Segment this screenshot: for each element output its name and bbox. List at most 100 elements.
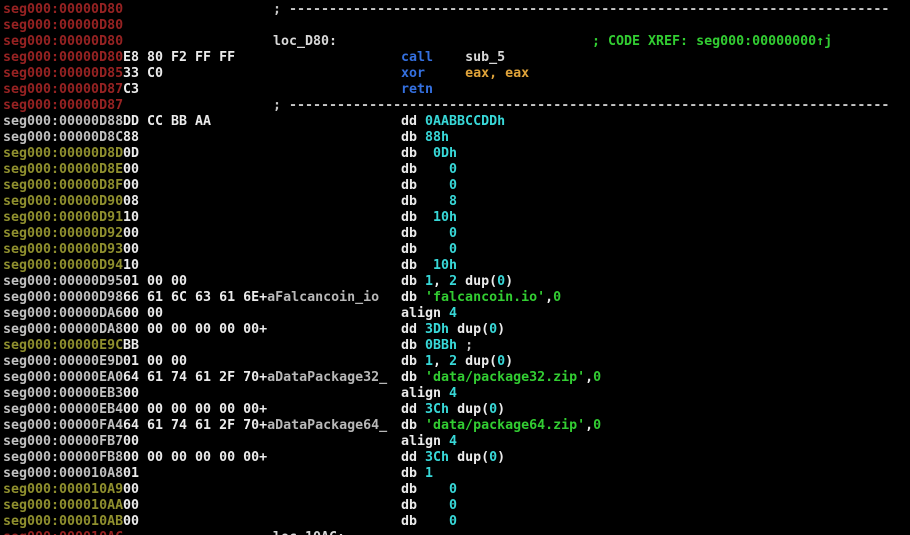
listing-row[interactable]: seg000:00000D8E 00 db 0 (0, 162, 910, 178)
address[interactable]: seg000:00000EA0 (3, 370, 123, 386)
address[interactable]: seg000:00000D85 (3, 66, 123, 82)
disassembly-text[interactable]: db 0 (401, 178, 457, 194)
address[interactable]: seg000:00000E9C (3, 338, 123, 354)
address[interactable]: seg000:00000D92 (3, 226, 123, 242)
address[interactable]: seg000:00000D80 (3, 18, 123, 34)
address[interactable]: seg000:00000D8F (3, 178, 123, 194)
listing-row[interactable]: seg000:00000EB3 00 align 4 (0, 386, 910, 402)
listing-row[interactable]: seg000:00000FA4 64 61 74 61 2F 70+aDataPa… (0, 418, 910, 434)
disassembly-text[interactable]: db 1, 2 dup(0) (401, 274, 513, 290)
listing-row[interactable]: seg000:00000E9D 01 00 00 db 1, 2 dup(0) (0, 354, 910, 370)
address[interactable]: seg000:00000D87 (3, 82, 123, 98)
address[interactable]: seg000:00000EB3 (3, 386, 123, 402)
listing-row[interactable]: seg000:000010AA 00 db 0 (0, 498, 910, 514)
address[interactable]: seg000:000010A8 (3, 466, 123, 482)
listing-row[interactable]: seg000:00000D92 00 db 0 (0, 226, 910, 242)
disassembly-text[interactable]: align 4 (401, 434, 457, 450)
listing-row[interactable]: seg000:00000D8C 88 db 88h (0, 130, 910, 146)
disassembly-text[interactable]: xor eax, eax (401, 66, 529, 82)
address[interactable]: seg000:00000D98 (3, 290, 123, 306)
disassembly-text[interactable]: db 0BBh ; (401, 338, 473, 354)
label[interactable]: ; --------------------------------------… (273, 2, 889, 18)
listing-row[interactable]: seg000:00000D87 C3 retn (0, 82, 910, 98)
address[interactable]: seg000:00000D91 (3, 210, 123, 226)
disassembly-text[interactable]: db 'data/package32.zip',0 (401, 370, 601, 386)
disassembly-text[interactable]: db 0 (401, 482, 457, 498)
address[interactable]: seg000:00000FA4 (3, 418, 123, 434)
disassembly-text[interactable]: align 4 (401, 386, 457, 402)
address[interactable]: seg000:00000D90 (3, 194, 123, 210)
disassembly-text[interactable]: dd 3Dh dup(0) (401, 322, 505, 338)
address[interactable]: seg000:00000EB4 (3, 402, 123, 418)
label[interactable]: ; --------------------------------------… (273, 98, 889, 114)
address[interactable]: seg000:00000D88 (3, 114, 123, 130)
listing-row[interactable]: seg000:00000D98 66 61 6C 63 61 6E+aFalcan… (0, 290, 910, 306)
listing-row[interactable]: seg000:00000FB7 00 align 4 (0, 434, 910, 450)
disassembly-text[interactable]: db 1 (401, 466, 433, 482)
disassembly-text[interactable]: db 0Dh (401, 146, 457, 162)
disassembly-text[interactable]: db 0 (401, 498, 457, 514)
listing-row[interactable]: seg000:00000DA6 00 00 align 4 (0, 306, 910, 322)
listing-row[interactable]: seg000:00000D88 DD CC BB AA dd 0AABBCCDDh (0, 114, 910, 130)
listing-row[interactable]: seg000:00000D87 ; -----------------------… (0, 98, 910, 114)
address[interactable]: seg000:00000D80 (3, 34, 123, 50)
listing-row[interactable]: seg000:00000D85 33 C0 xor eax, eax (0, 66, 910, 82)
disassembly-text[interactable]: db 0 (401, 162, 457, 178)
listing-row[interactable]: seg000:00000D95 01 00 00 db 1, 2 dup(0) (0, 274, 910, 290)
address[interactable]: seg000:000010A9 (3, 482, 123, 498)
disassembly-text[interactable]: retn (401, 82, 433, 98)
address[interactable]: seg000:000010AA (3, 498, 123, 514)
address[interactable]: seg000:00000FB7 (3, 434, 123, 450)
listing-row[interactable]: seg000:00000EB4 00 00 00 00 00 00+ dd 3Ch … (0, 402, 910, 418)
listing-row[interactable]: seg000:00000D8F 00 db 0 (0, 178, 910, 194)
address[interactable]: seg000:00000D95 (3, 274, 123, 290)
listing-row[interactable]: seg000:00000EA0 64 61 74 61 2F 70+aDataPa… (0, 370, 910, 386)
label[interactable]: loc_D80: (273, 34, 337, 50)
listing-row[interactable]: seg000:000010A8 01 db 1 (0, 466, 910, 482)
address[interactable]: seg000:00000E9D (3, 354, 123, 370)
listing-row[interactable]: seg000:00000D8D 0D db 0Dh (0, 146, 910, 162)
disassembly-text[interactable]: db 0 (401, 514, 457, 530)
disassembly-text[interactable]: dd 3Ch dup(0) (401, 450, 505, 466)
disassembly-text[interactable]: dd 0AABBCCDDh (401, 114, 505, 130)
listing-row[interactable]: seg000:00000DA8 00 00 00 00 00 00+ dd 3Dh … (0, 322, 910, 338)
address[interactable]: seg000:00000D87 (3, 98, 123, 114)
listing-row[interactable]: seg000:000010AB 00 db 0 (0, 514, 910, 530)
disassembly-text[interactable]: db 'falcancoin.io',0 (401, 290, 561, 306)
listing-row[interactable]: seg000:00000E9C BB db 0BBh ; (0, 338, 910, 354)
disassembly-text[interactable]: db 1, 2 dup(0) (401, 354, 513, 370)
address[interactable]: seg000:00000D8E (3, 162, 123, 178)
address[interactable]: seg000:000010AC (3, 530, 123, 535)
address[interactable]: seg000:00000D80 (3, 50, 123, 66)
address[interactable]: seg000:00000FB8 (3, 450, 123, 466)
address[interactable]: seg000:00000D94 (3, 258, 123, 274)
disassembly-text[interactable]: db 10h (401, 258, 457, 274)
disassembly-text[interactable]: db 10h (401, 210, 457, 226)
address[interactable]: seg000:00000D93 (3, 242, 123, 258)
disassembly-text[interactable]: dd 3Ch dup(0) (401, 402, 505, 418)
listing-row[interactable]: seg000:00000D90 08 db 8 (0, 194, 910, 210)
address[interactable]: seg000:00000DA6 (3, 306, 123, 322)
listing-row[interactable]: seg000:00000D94 10 db 10h (0, 258, 910, 274)
disassembly-text[interactable]: db 88h (401, 130, 449, 146)
disassembly-text[interactable]: align 4 (401, 306, 457, 322)
xref-comment[interactable]: ; CODE XREF: seg000:00000000↑j (592, 34, 832, 50)
disassembly-text[interactable]: db 8 (401, 194, 457, 210)
disassembly-text[interactable]: call sub_5 (401, 50, 505, 66)
disassembly-text[interactable]: db 'data/package64.zip',0 (401, 418, 601, 434)
address[interactable]: seg000:00000D80 (3, 2, 123, 18)
disassembly-text[interactable]: db 0 (401, 242, 457, 258)
listing-row[interactable]: seg000:00000D80 loc_D80: ; CODE XREF: seg0… (0, 34, 910, 50)
listing-row[interactable]: seg000:000010A9 00 db 0 (0, 482, 910, 498)
address[interactable]: seg000:00000D8D (3, 146, 123, 162)
address[interactable]: seg000:00000DA8 (3, 322, 123, 338)
listing-row[interactable]: seg000:00000D80 E8 80 F2 FF FF call sub_5 (0, 50, 910, 66)
address[interactable]: seg000:000010AB (3, 514, 123, 530)
listing-row[interactable]: seg000:000010AC loc_10AC: (0, 530, 910, 535)
listing-row[interactable]: seg000:00000FB8 00 00 00 00 00 00+ dd 3Ch … (0, 450, 910, 466)
disassembly-text[interactable]: db 0 (401, 226, 457, 242)
address[interactable]: seg000:00000D8C (3, 130, 123, 146)
listing-row[interactable]: seg000:00000D93 00 db 0 (0, 242, 910, 258)
listing-row[interactable]: seg000:00000D91 10 db 10h (0, 210, 910, 226)
label[interactable]: loc_10AC: (273, 530, 345, 535)
